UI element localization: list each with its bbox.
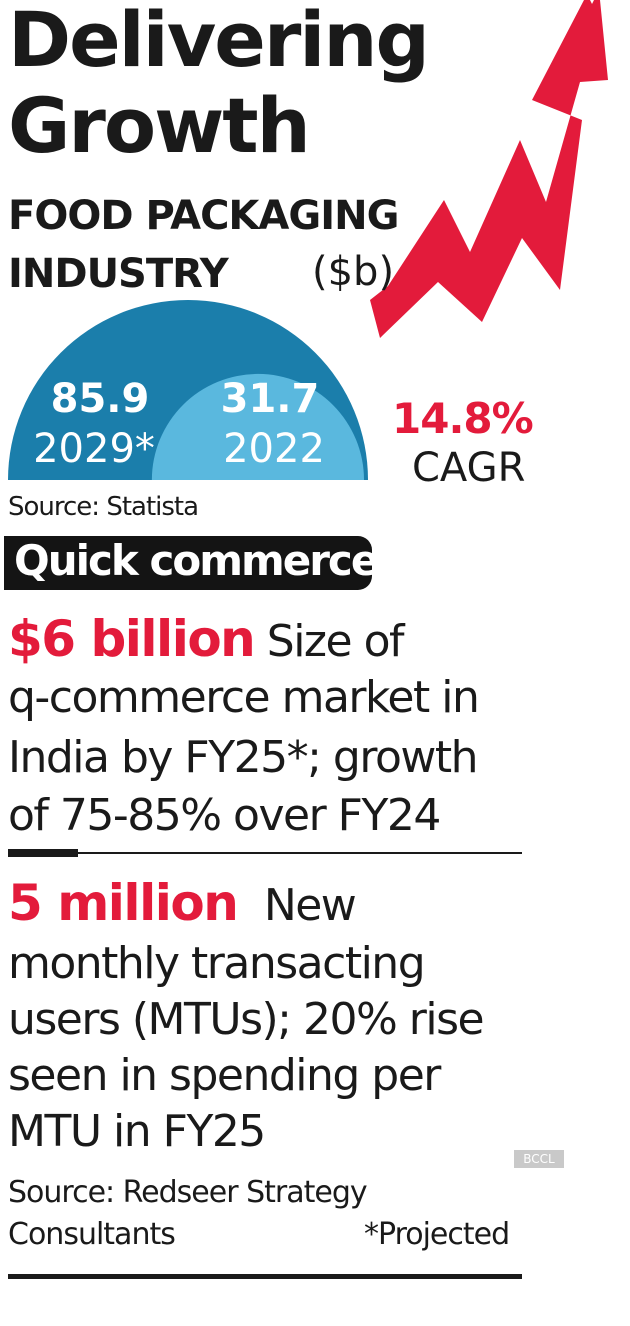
chart-title-line2: Growth <box>8 81 311 170</box>
semicircle-chart: 85.9 2029* 31.7 2022 <box>8 300 368 480</box>
section-label: Quick commerce <box>14 536 379 585</box>
cagr-value: 14.8% <box>392 394 534 443</box>
fact2-line2: monthly transacting <box>8 938 426 989</box>
footnote-projected: *Projected <box>364 1217 510 1252</box>
fact1-line2: q-commerce market in <box>8 672 480 723</box>
bottom-rule <box>8 1274 522 1279</box>
fact2-highlight: 5 million <box>8 874 239 932</box>
fact2-line1-text: New <box>263 880 357 931</box>
fact2-line5: MTU in FY25 <box>8 1106 266 1157</box>
source-redseer-line1: Source: Redseer Strategy <box>8 1175 368 1210</box>
chart-subtitle-line1: FOOD PACKAGING <box>8 193 399 239</box>
bccl-watermark: BCCL <box>514 1150 564 1168</box>
chart-title-line1: Delivering <box>8 0 430 84</box>
fact1-line1: $6 billion Size of <box>8 614 405 667</box>
chart-subtitle-line2: INDUSTRY <box>8 251 229 297</box>
source-statista: Source: Statista <box>8 492 199 522</box>
cagr-label: CAGR <box>412 445 526 491</box>
fact1-line1-text: Size of <box>266 616 405 667</box>
source-redseer-line2: Consultants <box>8 1217 176 1252</box>
divider-accent <box>8 849 78 857</box>
fact2-line1: 5 million New <box>8 878 357 931</box>
fact1-highlight: $6 billion <box>8 610 256 668</box>
divider <box>8 852 522 854</box>
fact1-line3: India by FY25*; growth <box>8 732 479 783</box>
value-label-2022: 31.7 <box>221 376 320 422</box>
year-label-2022: 2022 <box>223 426 325 472</box>
fact1-line4: of 75-85% over FY24 <box>8 790 441 841</box>
fact2-line3: users (MTUs); 20% rise <box>8 994 485 1045</box>
section-label-background <box>4 536 372 590</box>
year-label-2029: 2029* <box>33 426 155 472</box>
fact2-line4: seen in spending per <box>8 1050 441 1101</box>
semicircle-2022 <box>151 373 364 480</box>
growth-arrow-icon <box>370 0 608 338</box>
value-label-2029: 85.9 <box>51 376 150 422</box>
unit-label: ($b) <box>312 249 395 295</box>
